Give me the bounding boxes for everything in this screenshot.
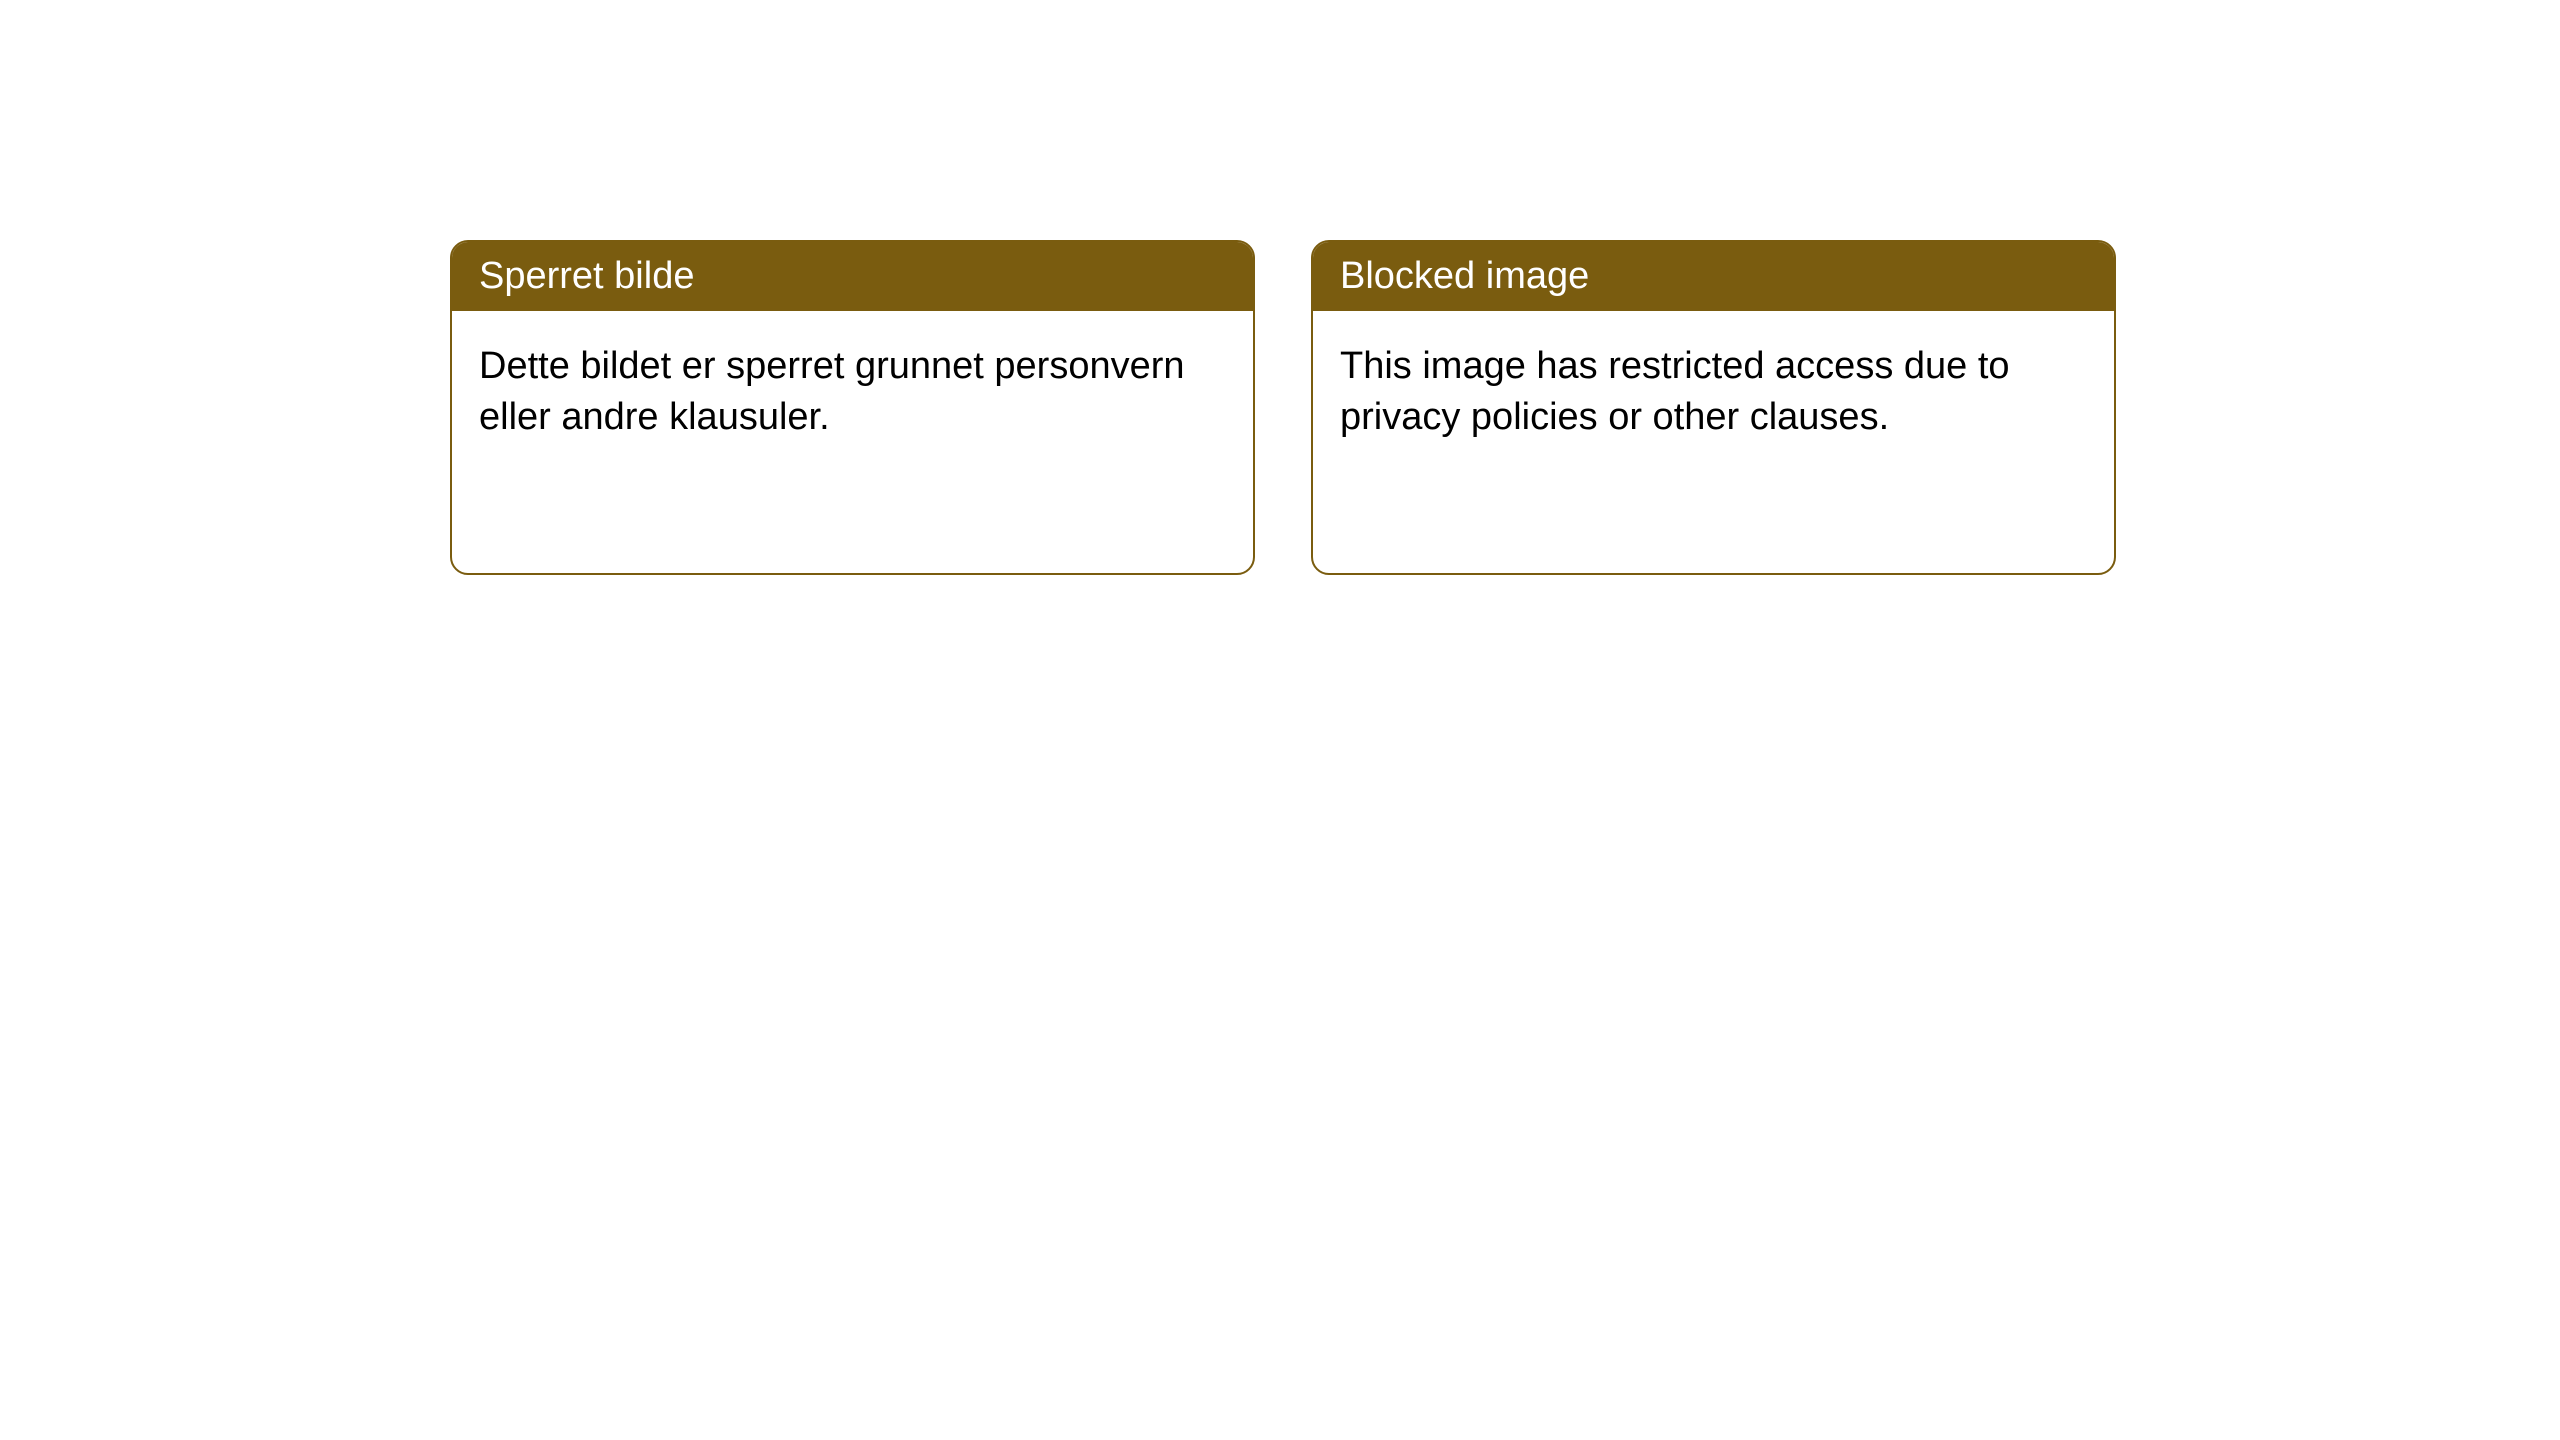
notice-card-header: Blocked image: [1313, 242, 2114, 311]
notice-card-body: Dette bildet er sperret grunnet personve…: [452, 311, 1253, 474]
notice-body-text: This image has restricted access due to …: [1340, 345, 2010, 438]
notice-title: Sperret bilde: [479, 255, 694, 297]
notice-card-header: Sperret bilde: [452, 242, 1253, 311]
notice-card-norwegian: Sperret bilde Dette bildet er sperret gr…: [450, 240, 1255, 575]
notice-body-text: Dette bildet er sperret grunnet personve…: [479, 345, 1185, 438]
notice-title: Blocked image: [1340, 255, 1589, 297]
notice-card-english: Blocked image This image has restricted …: [1311, 240, 2116, 575]
notice-container: Sperret bilde Dette bildet er sperret gr…: [0, 0, 2560, 575]
notice-card-body: This image has restricted access due to …: [1313, 311, 2114, 474]
